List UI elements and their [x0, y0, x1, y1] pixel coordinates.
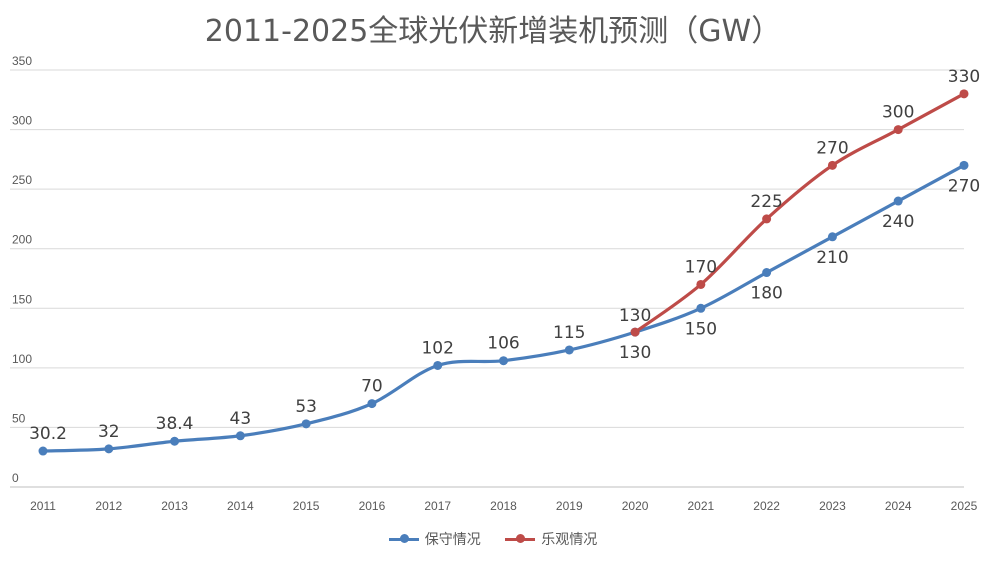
x-tick-label: 2013: [161, 499, 188, 513]
x-tick-label: 2014: [227, 499, 254, 513]
data-label: 38.4: [156, 414, 194, 434]
y-tick-label: 100: [12, 352, 32, 366]
data-label: 300: [882, 103, 914, 123]
data-point: [762, 268, 772, 278]
legend-swatch-conservative: [388, 533, 419, 545]
x-tick-label: 2011: [30, 499, 56, 513]
data-label: 270: [948, 176, 980, 196]
data-label: 32: [98, 422, 120, 442]
data-point: [499, 356, 508, 366]
series-optimistic: 130 170 225 270 300 330: [619, 67, 980, 337]
data-label: 130: [619, 306, 651, 326]
data-point: [367, 399, 377, 409]
y-tick-label: 0: [12, 471, 19, 485]
x-tick-label: 2019: [556, 499, 583, 513]
data-point: [170, 436, 180, 446]
x-tick-label: 2012: [95, 499, 122, 513]
data-label: 53: [295, 397, 317, 417]
data-label: 210: [816, 248, 848, 268]
data-point: [104, 444, 114, 454]
legend-item-conservative: 保守情况: [388, 529, 481, 549]
data-label: 330: [948, 67, 980, 87]
y-tick-label: 250: [12, 173, 32, 187]
series-conservative: 30.2 32 38.4 43 53 70 102 106 115 130 150 180 210 240…: [29, 160, 980, 456]
x-tick-label: 2021: [688, 499, 715, 513]
data-label: 150: [685, 319, 717, 339]
data-point: [959, 160, 969, 170]
y-tick-label: 300: [12, 114, 32, 128]
y-tick-label: 200: [12, 233, 32, 247]
legend-item-optimistic: 乐观情况: [505, 529, 597, 549]
data-label: 225: [750, 192, 782, 212]
x-tick-label: 2017: [424, 499, 451, 513]
legend-swatch-optimistic: [505, 533, 536, 545]
data-label: 130: [619, 343, 651, 363]
data-label: 43: [230, 409, 252, 429]
chart-title: 2011-2025全球光伏新增装机预测（GW）: [204, 14, 782, 49]
data-point: [235, 431, 245, 441]
y-tick-label: 150: [12, 292, 32, 306]
data-point: [959, 89, 969, 99]
data-label: 240: [882, 212, 914, 232]
data-label: 115: [553, 323, 585, 343]
data-point: [564, 345, 574, 355]
legend: 保守情况 乐观情况: [0, 529, 986, 549]
data-point: [630, 327, 640, 337]
data-label: 30.2: [29, 424, 67, 444]
data-point: [827, 160, 837, 170]
data-point: [827, 232, 837, 242]
data-label: 70: [361, 377, 383, 397]
data-label: 106: [487, 334, 519, 354]
data-point: [301, 419, 311, 429]
data-point: [893, 196, 903, 206]
x-tick-label: 2024: [885, 499, 912, 513]
x-tick-label: 2025: [951, 499, 978, 513]
data-label: 180: [750, 284, 782, 304]
data-point: [38, 446, 48, 456]
data-label: 102: [421, 338, 453, 358]
data-point: [696, 303, 706, 313]
data-point: [893, 125, 903, 135]
data-point: [433, 360, 443, 370]
data-point: [696, 279, 706, 289]
x-tick-label: 2015: [293, 499, 320, 513]
x-tick-label: 2018: [490, 499, 517, 513]
legend-label-optimistic: 乐观情况: [541, 532, 598, 548]
x-tick-label: 2023: [819, 499, 846, 513]
x-tick-label: 2020: [622, 499, 649, 513]
data-label: 270: [816, 138, 848, 158]
x-tick-label: 2016: [359, 499, 386, 513]
data-point: [762, 214, 772, 224]
data-label: 170: [685, 257, 717, 277]
legend-label-conservative: 保守情况: [424, 532, 481, 548]
x-tick-label: 2022: [753, 499, 780, 513]
y-tick-label: 50: [12, 411, 26, 425]
y-tick-label: 350: [12, 54, 32, 68]
